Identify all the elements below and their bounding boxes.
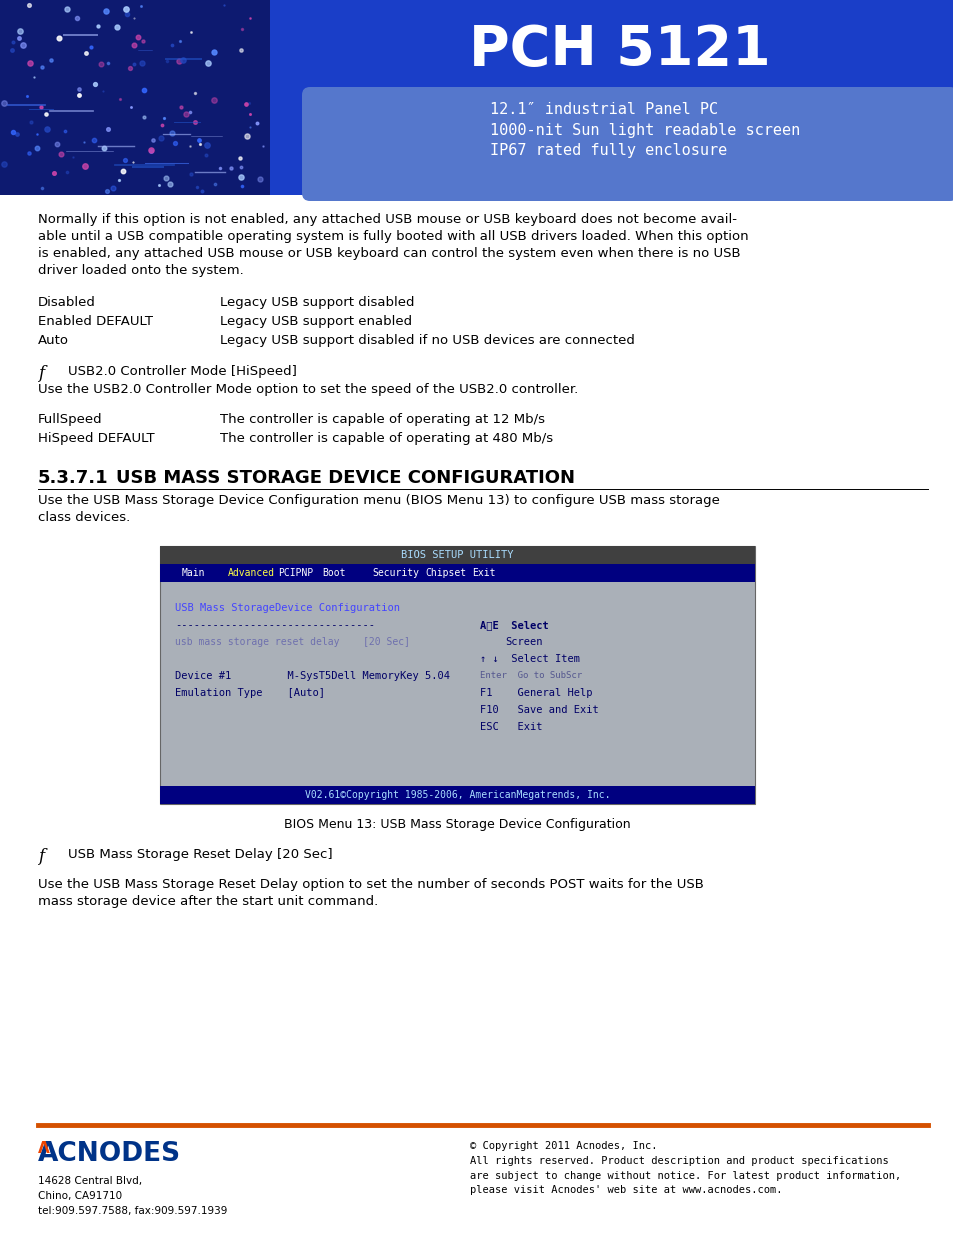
Text: The controller is capable of operating at 12 Mb/s: The controller is capable of operating a… <box>220 413 544 425</box>
Text: 12.1″ industrial Panel PC: 12.1″ industrial Panel PC <box>490 102 718 117</box>
Text: PCH 5121: PCH 5121 <box>469 23 770 76</box>
Text: f: f <box>38 848 44 866</box>
Text: Screen: Screen <box>504 637 542 647</box>
Text: The controller is capable of operating at 480 Mb/s: The controller is capable of operating a… <box>220 432 553 445</box>
Text: Use the USB2.0 Controller Mode option to set the speed of the USB2.0 controller.: Use the USB2.0 Controller Mode option to… <box>38 383 578 396</box>
Text: able until a USB compatible operating system is fully booted with all USB driver: able until a USB compatible operating sy… <box>38 231 748 243</box>
Text: class devices.: class devices. <box>38 510 131 524</box>
Text: Λ: Λ <box>38 1141 50 1157</box>
Text: Use the USB Mass Storage Device Configuration menu (BIOS Menu 13) to configure U: Use the USB Mass Storage Device Configur… <box>38 494 720 507</box>
Text: Auto: Auto <box>38 334 69 346</box>
Text: Security: Security <box>372 568 418 578</box>
Bar <box>160 546 754 804</box>
Text: FullSpeed: FullSpeed <box>38 413 103 425</box>
Bar <box>0 0 270 195</box>
Text: 1000-nit Sun light readable screen: 1000-nit Sun light readable screen <box>490 122 800 138</box>
Text: USB Mass Storage Reset Delay [20 Sec]: USB Mass Storage Reset Delay [20 Sec] <box>68 848 333 861</box>
Text: Advanced: Advanced <box>228 568 274 578</box>
Bar <box>160 785 754 804</box>
Text: BIOS SETUP UTILITY: BIOS SETUP UTILITY <box>401 550 514 560</box>
Text: Emulation Type    [Auto]: Emulation Type [Auto] <box>174 688 325 698</box>
Bar <box>160 546 754 563</box>
Text: V02.61©Copyright 1985-2006, AmericanMegatrends, Inc.: V02.61©Copyright 1985-2006, AmericanMega… <box>304 790 610 800</box>
Text: HiSpeed DEFAULT: HiSpeed DEFAULT <box>38 432 154 445</box>
Text: IP67 rated fully enclosure: IP67 rated fully enclosure <box>490 143 726 158</box>
Text: driver loaded onto the system.: driver loaded onto the system. <box>38 264 244 277</box>
Text: ACNODES: ACNODES <box>38 1141 181 1166</box>
Bar <box>0 0 953 195</box>
Text: Chipset: Chipset <box>424 568 466 578</box>
Text: usb mass storage reset delay    [20 Sec]: usb mass storage reset delay [20 Sec] <box>174 637 410 647</box>
Text: Disabled: Disabled <box>38 296 95 309</box>
Text: ↑ ↓  Select Item: ↑ ↓ Select Item <box>479 653 579 665</box>
Text: USB2.0 Controller Mode [HiSpeed]: USB2.0 Controller Mode [HiSpeed] <box>68 365 296 379</box>
Text: USB Mass StorageDevice Configuration: USB Mass StorageDevice Configuration <box>174 603 399 613</box>
Text: 14628 Central Blvd,
Chino, CA91710
tel:909.597.7588, fax:909.597.1939: 14628 Central Blvd, Chino, CA91710 tel:9… <box>38 1176 227 1216</box>
Text: F1    General Help: F1 General Help <box>479 688 592 698</box>
Text: Use the USB Mass Storage Reset Delay option to set the number of seconds POST wa: Use the USB Mass Storage Reset Delay opt… <box>38 878 703 891</box>
Text: mass storage device after the start unit command.: mass storage device after the start unit… <box>38 895 377 907</box>
Text: Legacy USB support disabled: Legacy USB support disabled <box>220 296 414 309</box>
Text: Enter  Go to SubScr: Enter Go to SubScr <box>479 671 581 681</box>
Text: --------------------------------: -------------------------------- <box>174 620 375 630</box>
Text: A␥E  Select: A␥E Select <box>479 620 548 630</box>
Text: F10   Save and Exit: F10 Save and Exit <box>479 705 598 715</box>
Text: USB MASS STORAGE DEVICE CONFIGURATION: USB MASS STORAGE DEVICE CONFIGURATION <box>116 469 575 487</box>
Text: BIOS Menu 13: USB Mass Storage Device Configuration: BIOS Menu 13: USB Mass Storage Device Co… <box>284 817 630 831</box>
Text: 5.3.7.1: 5.3.7.1 <box>38 469 109 487</box>
Text: is enabled, any attached USB mouse or USB keyboard can control the system even w: is enabled, any attached USB mouse or US… <box>38 247 740 260</box>
Text: Legacy USB support enabled: Legacy USB support enabled <box>220 314 412 328</box>
Text: Legacy USB support disabled if no USB devices are connected: Legacy USB support disabled if no USB de… <box>220 334 634 346</box>
Text: Normally if this option is not enabled, any attached USB mouse or USB keyboard d: Normally if this option is not enabled, … <box>38 213 737 226</box>
Text: f: f <box>38 365 44 382</box>
Text: ESC   Exit: ESC Exit <box>479 723 542 732</box>
Bar <box>160 563 754 582</box>
Text: Boot: Boot <box>322 568 345 578</box>
Text: Enabled DEFAULT: Enabled DEFAULT <box>38 314 152 328</box>
Text: Exit: Exit <box>472 568 495 578</box>
Text: © Copyright 2011 Acnodes, Inc.
All rights reserved. Product description and prod: © Copyright 2011 Acnodes, Inc. All right… <box>470 1141 901 1196</box>
Text: PCIPNP: PCIPNP <box>277 568 313 578</box>
FancyBboxPatch shape <box>302 88 953 201</box>
Text: Main: Main <box>182 568 205 578</box>
Text: Device #1         M-SysT5Dell MemoryKey 5.04: Device #1 M-SysT5Dell MemoryKey 5.04 <box>174 671 450 681</box>
